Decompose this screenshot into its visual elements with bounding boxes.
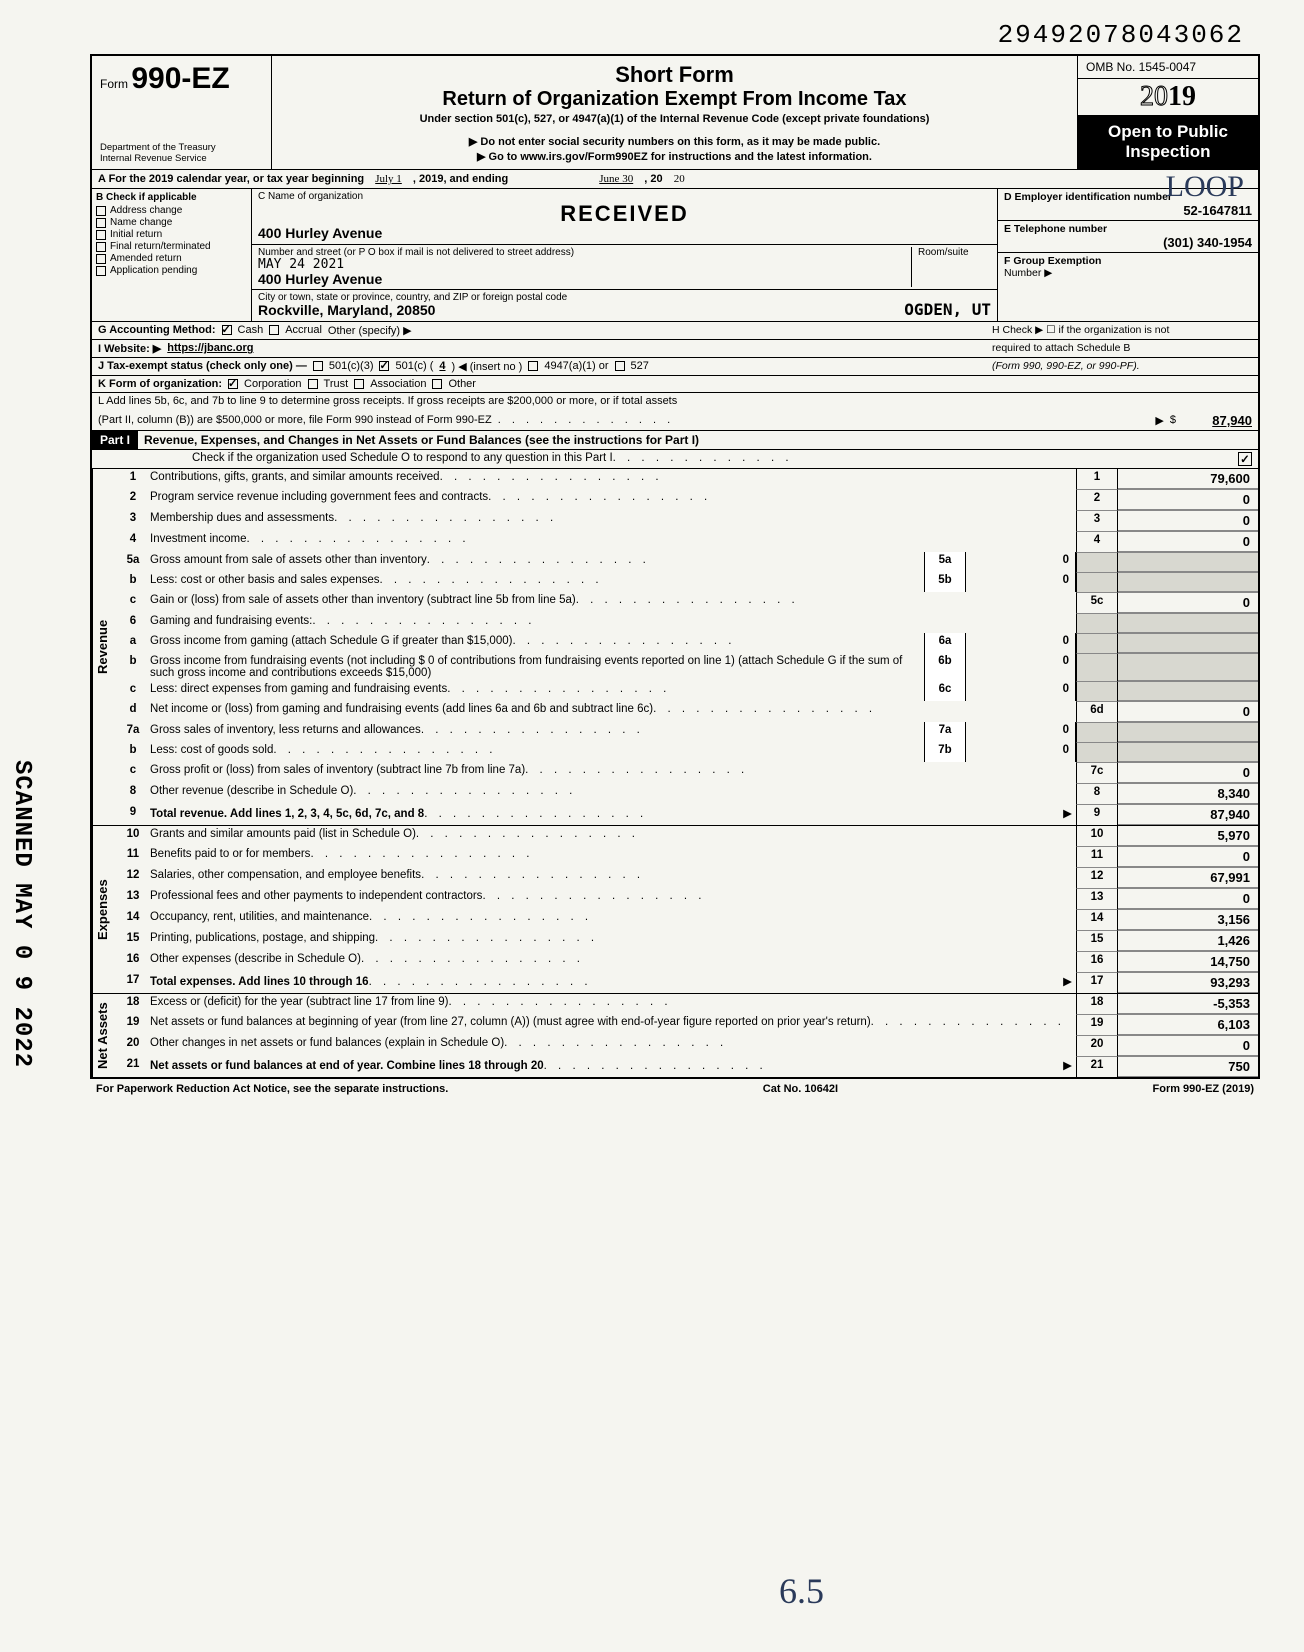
line-20: 20Other changes in net assets or fund ba…: [116, 1035, 1258, 1056]
line-11: 11Benefits paid to or for members . . . …: [116, 846, 1258, 867]
line-3: 3Membership dues and assessments . . . .…: [116, 510, 1258, 531]
line-12: 12Salaries, other compensation, and empl…: [116, 867, 1258, 888]
return-title: Return of Organization Exempt From Incom…: [282, 88, 1067, 111]
ssn-warning: ▶ Do not enter social security numbers o…: [282, 135, 1067, 148]
form-prefix: Form: [100, 77, 128, 91]
line-c: cGain or (loss) from sale of assets othe…: [116, 592, 1258, 613]
check-amended-return[interactable]: [96, 254, 106, 264]
scan-number: 29492078043062: [40, 20, 1264, 50]
handwriting-note: 6.5: [779, 1570, 824, 1612]
expenses-section: Expenses 10Grants and similar amounts pa…: [92, 825, 1258, 993]
year-end: June 30: [591, 173, 641, 185]
under-section: Under section 501(c), 527, or 4947(a)(1)…: [282, 113, 1067, 125]
line-18: 18Excess or (deficit) for the year (subt…: [116, 994, 1258, 1014]
schedule-o-check: Check if the organization used Schedule …: [92, 450, 1258, 469]
line-10: 10Grants and similar amounts paid (list …: [116, 826, 1258, 846]
ogden-stamp: OGDEN, UT: [904, 301, 991, 319]
short-form-label: Short Form: [282, 62, 1067, 88]
instructions-link: ▶ Go to www.irs.gov/Form990EZ for instru…: [282, 150, 1067, 163]
form-number: 990-EZ: [131, 62, 229, 95]
check-name-change[interactable]: [96, 218, 106, 228]
line-14: 14Occupancy, rent, utilities, and mainte…: [116, 909, 1258, 930]
row-i-website: I Website: ▶ https://jbanc.org required …: [92, 340, 1258, 358]
line-1: 1Contributions, gifts, grants, and simil…: [116, 469, 1258, 489]
row-l-gross-receipts: L Add lines 5b, 6c, and 7b to line 9 to …: [92, 393, 1258, 431]
line-2: 2Program service revenue including gover…: [116, 489, 1258, 510]
open-public-2: Inspection: [1082, 142, 1254, 162]
line-b: bGross income from fundraising events (n…: [116, 653, 1258, 681]
form-header: Form 990-EZ Department of the Treasury I…: [92, 56, 1258, 170]
revenue-section: Revenue 1Contributions, gifts, grants, a…: [92, 469, 1258, 825]
omb-number: OMB No. 1545-0047: [1078, 56, 1258, 79]
tax-year: 2019: [1078, 79, 1258, 116]
501c-number: 4: [439, 360, 445, 372]
line-7a: 7aGross sales of inventory, less returns…: [116, 722, 1258, 742]
page-footer: For Paperwork Reduction Act Notice, see …: [90, 1079, 1260, 1099]
section-bcdef: B Check if applicable Address change Nam…: [92, 189, 1258, 322]
org-address-1: 400 Hurley Avenue: [258, 226, 382, 241]
row-g-accounting: G Accounting Method: Cash Accrual Other …: [92, 322, 1258, 340]
date-stamp: MAY 24 2021: [258, 257, 344, 272]
line-d: dNet income or (loss) from gaming and fu…: [116, 701, 1258, 722]
org-address-2: 400 Hurley Avenue: [258, 271, 382, 287]
netassets-section: Net Assets 18Excess or (deficit) for the…: [92, 993, 1258, 1077]
check-501c3[interactable]: [313, 361, 323, 371]
col-def: D Employer identification number 52-1647…: [998, 189, 1258, 321]
line-15: 15Printing, publications, postage, and s…: [116, 930, 1258, 951]
line-6: 6Gaming and fundraising events: . . . . …: [116, 613, 1258, 633]
handwriting-loop: LOOP: [1166, 170, 1244, 204]
dept-irs: Internal Revenue Service: [100, 154, 263, 165]
scanned-stamp: SCANNED MAY 0 9 2022: [8, 760, 35, 1068]
year-begin: July 1: [367, 173, 410, 185]
check-accrual[interactable]: [269, 325, 279, 335]
line-b: bLess: cost of goods sold . . . . . . . …: [116, 742, 1258, 762]
check-other-org[interactable]: [432, 379, 442, 389]
col-b-checkboxes: B Check if applicable Address change Nam…: [92, 189, 252, 321]
check-address-change[interactable]: [96, 206, 106, 216]
line-4: 4Investment income . . . . . . . . . . .…: [116, 531, 1258, 552]
check-527[interactable]: [615, 361, 625, 371]
line-9: 9Total revenue. Add lines 1, 2, 3, 4, 5c…: [116, 804, 1258, 825]
check-4947[interactable]: [528, 361, 538, 371]
ein: 52-1647811: [1004, 203, 1252, 218]
phone: (301) 340-1954: [1004, 235, 1252, 250]
check-application-pending[interactable]: [96, 266, 106, 276]
line-16: 16Other expenses (describe in Schedule O…: [116, 951, 1258, 972]
line-17: 17Total expenses. Add lines 10 through 1…: [116, 972, 1258, 993]
year-end-yy: 20: [666, 173, 693, 185]
gross-receipts: 87,940: [1182, 413, 1252, 428]
line-a: aGross income from gaming (attach Schedu…: [116, 633, 1258, 653]
part-1-header: Part I Revenue, Expenses, and Changes in…: [92, 431, 1258, 450]
website-url: https://jbanc.org: [167, 342, 253, 354]
row-a-tax-year: A For the 2019 calendar year, or tax yea…: [92, 170, 1258, 189]
line-13: 13Professional fees and other payments t…: [116, 888, 1258, 909]
line-21: 21Net assets or fund balances at end of …: [116, 1056, 1258, 1077]
check-501c[interactable]: [379, 361, 389, 371]
line-5a: 5aGross amount from sale of assets other…: [116, 552, 1258, 572]
check-cash[interactable]: [222, 325, 232, 335]
check-corporation[interactable]: [228, 379, 238, 389]
received-stamp: RECEIVED: [258, 202, 991, 226]
line-c: cLess: direct expenses from gaming and f…: [116, 681, 1258, 701]
h-check: H Check ▶ ☐ if the organization is not: [992, 324, 1252, 336]
check-trust[interactable]: [308, 379, 318, 389]
row-k-form-org: K Form of organization: Corporation Trus…: [92, 376, 1258, 393]
line-b: bLess: cost or other basis and sales exp…: [116, 572, 1258, 592]
check-initial-return[interactable]: [96, 230, 106, 240]
form-990ez: Form 990-EZ Department of the Treasury I…: [90, 54, 1260, 1079]
row-j-tax-status: J Tax-exempt status (check only one) — 5…: [92, 358, 1258, 376]
check-association[interactable]: [354, 379, 364, 389]
line-c: cGross profit or (loss) from sales of in…: [116, 762, 1258, 783]
line-8: 8Other revenue (describe in Schedule O) …: [116, 783, 1258, 804]
check-final-return[interactable]: [96, 242, 106, 252]
org-city: Rockville, Maryland, 20850: [258, 302, 435, 318]
col-c-org-info: C Name of organization RECEIVED 400 Hurl…: [252, 189, 998, 321]
open-public-1: Open to Public: [1082, 122, 1254, 142]
schedule-o-checkbox[interactable]: ✓: [1238, 452, 1252, 466]
line-19: 19Net assets or fund balances at beginni…: [116, 1014, 1258, 1035]
